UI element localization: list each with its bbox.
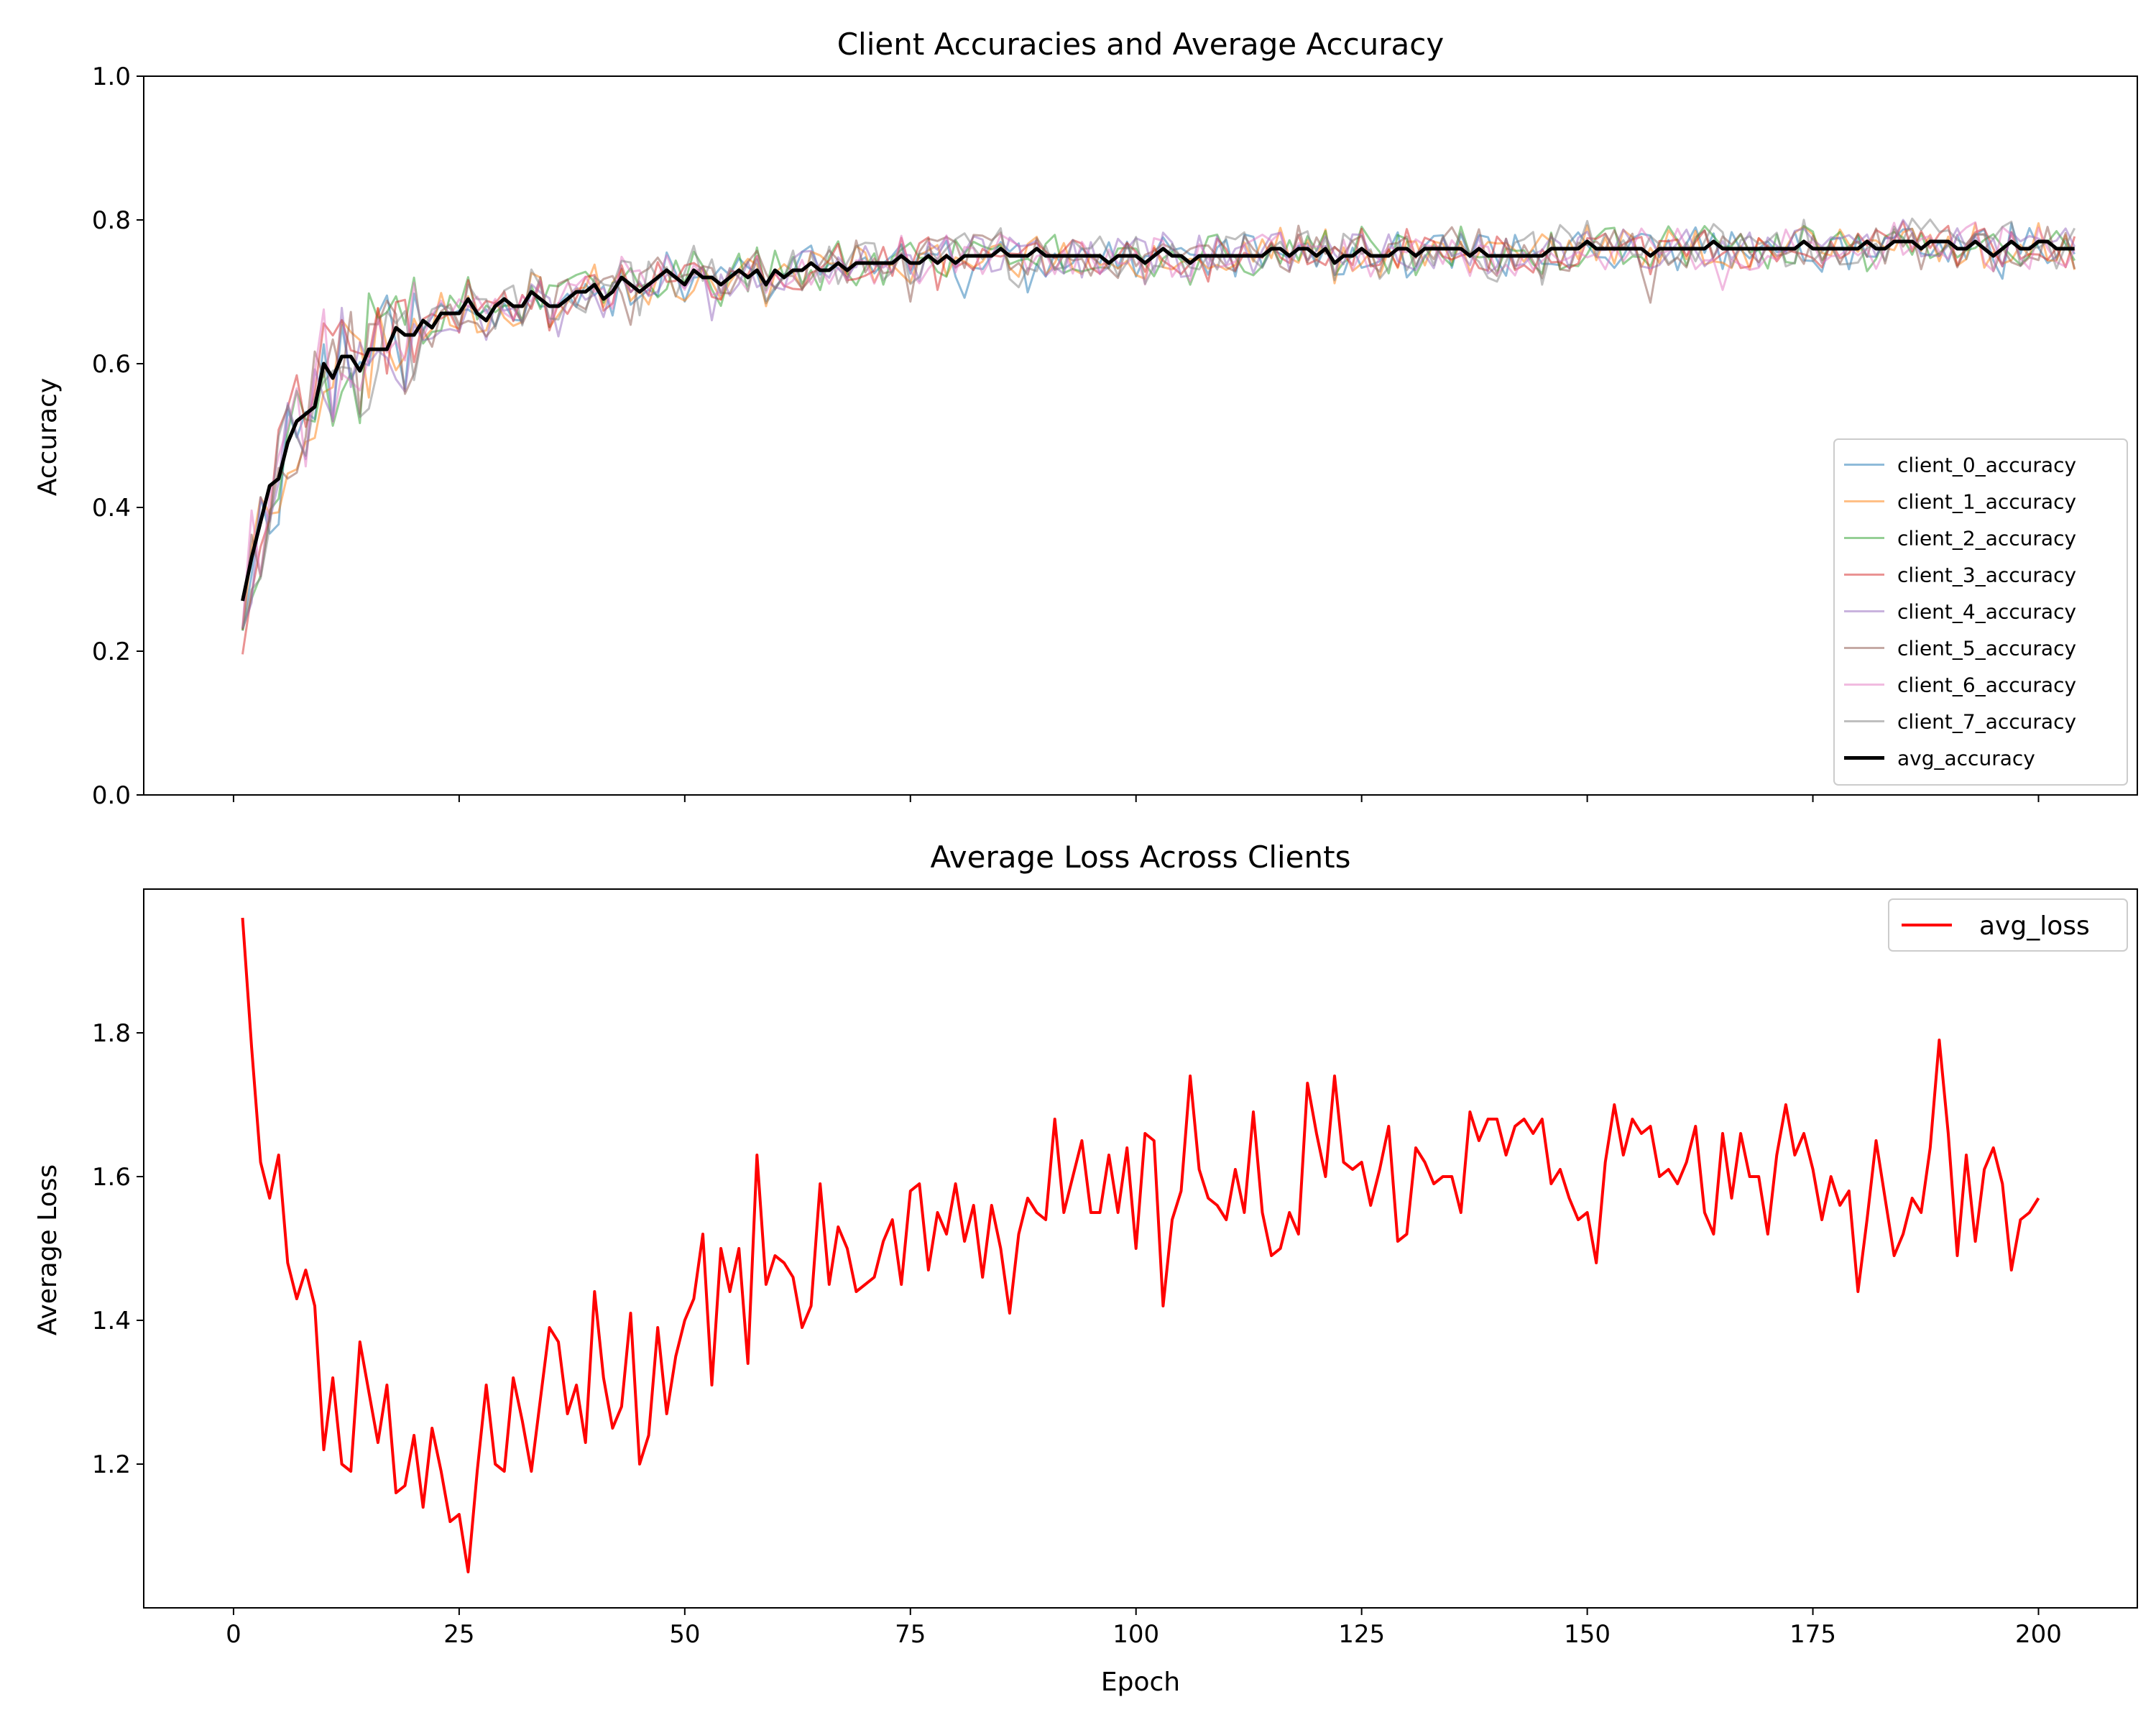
y-tick-label: 0.4 <box>92 494 131 523</box>
legend-label: client_5_accuracy <box>1897 637 2076 661</box>
loss-axes: Average Loss Across Clients Average Loss… <box>33 840 2138 1697</box>
legend-label: client_2_accuracy <box>1897 527 2076 551</box>
accuracy-plot-frame <box>143 75 2138 796</box>
legend-label: client_6_accuracy <box>1897 673 2076 697</box>
legend-label: client_3_accuracy <box>1897 564 2076 587</box>
y-tick-label: 0.8 <box>92 206 131 235</box>
y-tick-label: 1.8 <box>92 1019 131 1048</box>
x-tick-label: 100 <box>1112 1620 1159 1649</box>
legend-label: client_1_accuracy <box>1897 490 2076 514</box>
series-line-avg-loss <box>241 917 2040 1573</box>
legend-label: avg_accuracy <box>1897 747 2035 770</box>
x-tick-label: 200 <box>2015 1620 2062 1649</box>
x-tick-label: 0 <box>226 1620 241 1649</box>
accuracy-axes: Client Accuracies and Average Accuracy A… <box>33 27 2138 810</box>
legend-label: client_7_accuracy <box>1897 710 2076 734</box>
accuracy-legend: client_0_accuracy client_1_accuracyclient… <box>1833 438 2128 786</box>
y-tick-label: 0.6 <box>92 350 131 379</box>
legend-label: client_4_accuracy <box>1897 600 2076 624</box>
x-tick-label: 175 <box>1789 1620 1836 1649</box>
series-line-client-7-accuracy <box>241 217 2076 629</box>
y-tick-label: 1.0 <box>92 63 131 91</box>
legend-label: client_0_accuracy <box>1897 454 2076 477</box>
y-tick-label: 1.4 <box>92 1307 131 1335</box>
series-line-avg-accuracy <box>241 239 2075 602</box>
legend-box <box>1833 438 2128 786</box>
legend-box <box>1888 898 2128 952</box>
accuracy-y-axis-label: Accuracy <box>33 378 63 496</box>
y-tick-label: 1.6 <box>92 1163 131 1192</box>
loss-y-axis-label: Average Loss <box>33 1164 63 1335</box>
x-tick-label: 50 <box>669 1620 700 1649</box>
accuracy-chart-title: Client Accuracies and Average Accuracy <box>837 27 1445 62</box>
x-tick-label: 150 <box>1564 1620 1611 1649</box>
loss-ticks: 1.2 1.4 1.6 1.8 0 25 50 75 100 125 150 175 200 <box>92 1019 2062 1649</box>
y-tick-label: 0.2 <box>92 638 131 666</box>
y-tick-label: 0.0 <box>92 781 131 810</box>
loss-legend: avg_loss <box>1888 898 2128 952</box>
y-tick-label: 1.2 <box>92 1450 131 1479</box>
x-tick-label: 75 <box>895 1620 926 1649</box>
legend-label: avg_loss <box>1979 911 2090 941</box>
loss-series-group <box>241 917 2040 1573</box>
x-tick-label: 125 <box>1338 1620 1385 1649</box>
loss-x-axis-label: Epoch <box>1101 1668 1180 1697</box>
x-tick-label: 25 <box>443 1620 474 1649</box>
loss-plot-frame <box>143 888 2138 1609</box>
loss-chart-title: Average Loss Across Clients <box>930 840 1350 875</box>
accuracy-ticks: 0.0 0.2 0.4 0.6 0.8 1.0 <box>92 63 2040 810</box>
accuracy-series-group <box>241 217 2076 655</box>
